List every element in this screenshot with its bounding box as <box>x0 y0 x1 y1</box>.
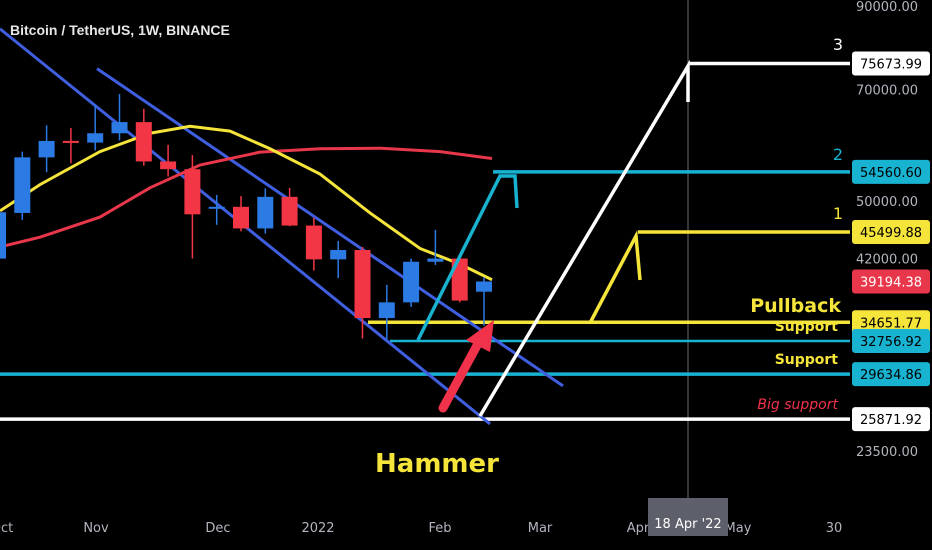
channel-upper-line[interactable] <box>96 67 564 388</box>
candle-body[interactable] <box>330 250 347 260</box>
fast-moving-average[interactable] <box>0 124 493 282</box>
x-axis-tick: May <box>725 521 752 536</box>
price-badge-32756.92 <box>852 328 930 353</box>
candle-body[interactable] <box>257 196 274 229</box>
y-axis-tick: 70000.00 <box>856 83 918 98</box>
candle-body[interactable] <box>87 133 104 143</box>
candle-body[interactable] <box>427 258 444 262</box>
target-1-path[interactable] <box>588 229 642 324</box>
candles-layer <box>0 94 492 340</box>
price-badge-text: 75673.99 <box>860 57 922 72</box>
candle-body[interactable] <box>403 261 420 303</box>
candle-body[interactable] <box>233 206 249 229</box>
price-badge-text: 25871.92 <box>860 413 922 428</box>
x-axis-tick: 30 <box>826 521 843 536</box>
target-2-path[interactable] <box>416 174 519 341</box>
drawings-layer: Pullback Support Support Big support Hammer 3… <box>375 35 843 479</box>
price-badge-29634.86 <box>852 362 930 387</box>
price-badge-text: 54560.60 <box>860 166 922 181</box>
price-badge-text: 29634.86 <box>860 368 922 383</box>
target-3-path[interactable] <box>478 59 690 417</box>
x-axis-tick: Dec <box>205 521 230 536</box>
price-badge-25871.92 <box>852 407 930 432</box>
candle-body[interactable] <box>111 122 128 134</box>
candle-body[interactable] <box>0 212 6 259</box>
x-axis-tick: Nov <box>83 521 109 536</box>
y-axis-tick: 42000.00 <box>856 253 918 268</box>
x-axis-tick: 2022 <box>301 521 334 536</box>
crosshair-date-text: 18 Apr '22 <box>654 517 721 532</box>
candle-body[interactable] <box>281 196 298 226</box>
price-badge-34651.77 <box>852 310 930 335</box>
price-badge-text: 32756.92 <box>860 335 922 350</box>
candle-body[interactable] <box>208 206 225 209</box>
candle-body[interactable] <box>378 302 395 319</box>
candle-body[interactable] <box>38 140 55 158</box>
target-number-2: 2 <box>833 145 843 164</box>
big-support-label: Big support <box>757 397 838 413</box>
candle-body[interactable] <box>184 169 201 215</box>
slow-moving-average[interactable] <box>0 146 493 249</box>
pullback-label: Pullback <box>750 295 841 317</box>
candle-body[interactable] <box>305 225 322 260</box>
chart-title: Bitcoin / TetherUS, 1W, BINANCE <box>10 22 230 38</box>
price-badge-39194.38 <box>852 269 930 294</box>
candle-body[interactable] <box>451 258 468 301</box>
price-badge-45499.88 <box>852 220 930 245</box>
target-number-1: 1 <box>833 204 843 223</box>
y-axis-tick: 90000.00 <box>856 0 918 15</box>
price-badge-54560.60 <box>852 159 930 184</box>
x-axis-tick: Oct <box>0 521 13 536</box>
hammer-arrow-shaft <box>438 335 485 413</box>
y-axis-tick: 23500.00 <box>856 445 918 460</box>
target-number-3: 3 <box>833 35 843 54</box>
crosshair-date-badge <box>648 498 728 536</box>
support-label-1: Support <box>775 319 839 335</box>
candle-body[interactable] <box>14 157 31 213</box>
candle-body[interactable] <box>135 122 152 162</box>
axes-layer: 90000.00 70000.00 50000.00 42000.00 23500.00… <box>0 0 930 536</box>
indicator-layer <box>0 0 850 514</box>
x-axis-tick: Apr <box>627 521 650 536</box>
price-badge-75673.99 <box>852 51 930 76</box>
candle-body[interactable] <box>476 281 492 292</box>
candle-body[interactable] <box>62 140 79 143</box>
support-label-2: Support <box>775 352 839 368</box>
x-axis-tick: Mar <box>528 521 553 536</box>
pattern-label: Hammer <box>375 449 499 479</box>
x-axis-tick: Feb <box>428 521 451 536</box>
price-badge-text: 45499.88 <box>860 226 922 241</box>
price-badge-text: 39194.38 <box>860 275 922 290</box>
hammer-arrow-head <box>466 320 494 352</box>
candle-body[interactable] <box>354 250 371 319</box>
y-axis-tick: 50000.00 <box>856 195 918 210</box>
candle-body[interactable] <box>160 161 177 170</box>
price-badge-text: 34651.77 <box>860 316 922 331</box>
